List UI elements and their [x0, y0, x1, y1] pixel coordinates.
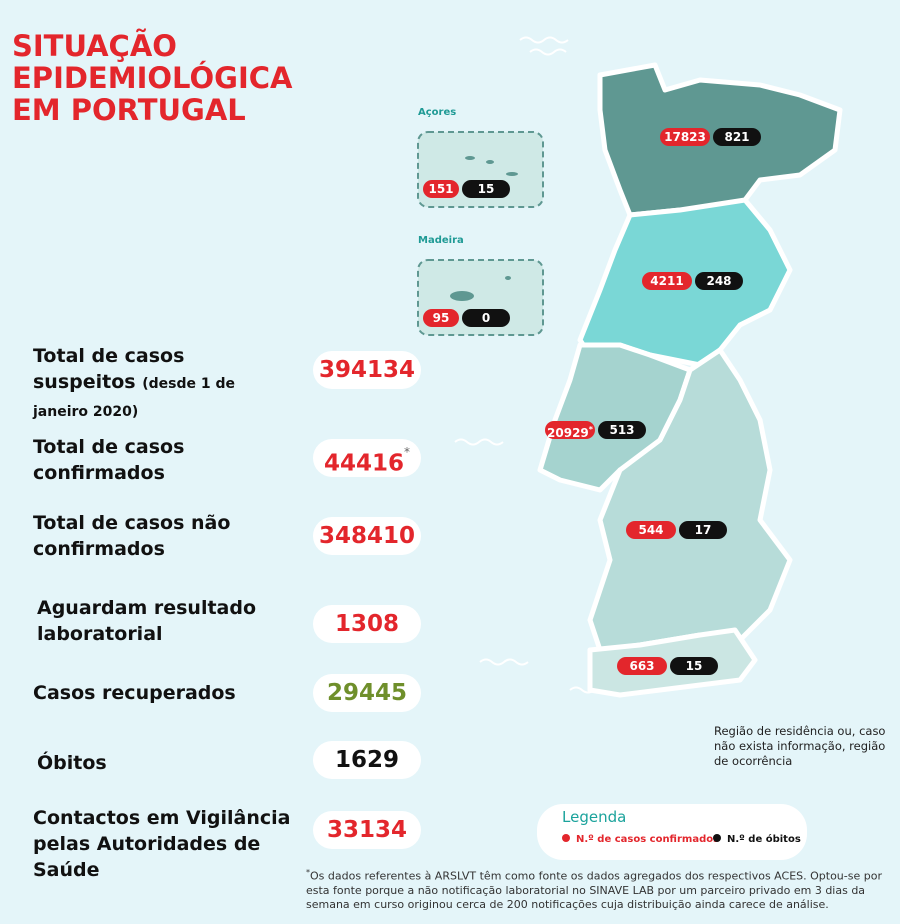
legend: Legenda N.º de casos confirmados N.º de … — [537, 804, 807, 860]
stat-label: Total de casos suspeitos (desde 1 de jan… — [33, 343, 243, 425]
mainland — [537, 62, 843, 698]
deaths-pill: 821 — [713, 128, 761, 146]
stat-label: Contactos em Vigilância pelas Autoridade… — [33, 805, 313, 883]
stat-label-text: Casos recuperados — [33, 682, 236, 704]
stat-value-pill: 394134 — [313, 351, 421, 389]
stat-label: Aguardam resultado laboratorial — [37, 595, 297, 647]
title: SITUAÇÃO EPIDEMIOLÓGICA EM PORTUGAL — [12, 29, 293, 127]
confirmed-value: 17823 — [664, 130, 706, 144]
legend-item: N.º de casos confirmados — [562, 834, 719, 845]
stat-value-pill: 44416* — [313, 439, 421, 477]
island-label: Açores — [418, 107, 457, 118]
confirmed-pill: 544 — [626, 521, 676, 539]
deaths-pill: 17 — [679, 521, 727, 539]
footnote-mark: * — [306, 868, 310, 877]
stat-label-text: Óbitos — [37, 752, 107, 774]
stat-value: 394134 — [318, 357, 416, 383]
stat-label: Total de casos confirmados — [33, 434, 293, 486]
footnote: *Os dados referentes à ARSLVT têm como f… — [306, 866, 892, 912]
confirmed-pill: 4211 — [642, 272, 692, 290]
confirmed-value: 544 — [638, 523, 664, 537]
deaths-value: 513 — [609, 423, 635, 437]
confirmed-pill: 151 — [423, 180, 459, 198]
stat-mark: * — [404, 445, 411, 459]
deaths-value: 821 — [724, 130, 750, 144]
stat-value-pill: 1308 — [313, 605, 421, 643]
legend-text: N.º de óbitos — [727, 834, 801, 845]
deaths-value: 15 — [685, 659, 703, 673]
stat-label-text: Total de casos não confirmados — [33, 512, 231, 560]
stat-value: 348410 — [318, 523, 416, 549]
stat-value-pill: 348410 — [313, 517, 421, 555]
stat-label-text: Aguardam resultado laboratorial — [37, 597, 257, 645]
legend-item: N.º de óbitos — [713, 834, 801, 845]
deaths-value: 17 — [694, 523, 712, 537]
deaths-pill: 15 — [670, 657, 718, 675]
confirmed-pill: 95 — [423, 309, 459, 327]
stat-value-pill: 29445 — [313, 674, 421, 712]
stat-label-text: Contactos em Vigilância pelas Autoridade… — [33, 807, 291, 881]
legend-title: Legenda — [562, 808, 627, 826]
deaths-value: 248 — [706, 274, 732, 288]
deaths-value: 15 — [477, 182, 495, 196]
stat-value: 1308 — [334, 611, 399, 637]
confirmed-value: 4211 — [650, 274, 684, 288]
stat-value: 29445 — [326, 680, 408, 706]
stat-value: 33134 — [326, 817, 408, 843]
legend-dot — [713, 834, 721, 842]
region-mark: * — [588, 425, 593, 434]
deaths-pill: 513 — [598, 421, 646, 439]
deaths-pill: 15 — [462, 180, 510, 198]
island-label: Madeira — [418, 235, 464, 246]
confirmed-value: 95 — [432, 311, 450, 325]
stat-label-text: Total de casos suspeitos — [33, 345, 185, 393]
stat-value: 44416 — [323, 450, 405, 477]
legend-dot — [562, 834, 570, 842]
stat-note: (desde 1 de janeiro 2020) — [33, 376, 235, 420]
residence-note: Região de residência ou, caso não exista… — [714, 724, 886, 768]
deaths-pill: 0 — [462, 309, 510, 327]
stat-label: Óbitos — [37, 750, 297, 776]
waves — [454, 36, 607, 694]
stat-label: Casos recuperados — [33, 680, 293, 706]
stat-value: 1629 — [334, 747, 399, 773]
stat-value-pill: 33134 — [313, 811, 421, 849]
confirmed-value: 20929 — [547, 426, 589, 440]
footnote-text: Os dados referentes à ARSLVT têm como fo… — [306, 869, 882, 911]
confirmed-value: 151 — [428, 182, 454, 196]
island-shapes — [450, 156, 518, 301]
confirmed-pill: 663 — [617, 657, 667, 675]
confirmed-value: 663 — [629, 659, 655, 673]
deaths-value: 0 — [481, 311, 491, 325]
stat-value-pill: 1629 — [313, 741, 421, 779]
stat-label: Total de casos não confirmados — [33, 510, 293, 562]
confirmed-pill: 20929* — [545, 421, 595, 440]
stat-label-text: Total de casos confirmados — [33, 436, 185, 484]
confirmed-pill: 17823 — [660, 128, 710, 146]
legend-text: N.º de casos confirmados — [576, 834, 720, 845]
deaths-pill: 248 — [695, 272, 743, 290]
